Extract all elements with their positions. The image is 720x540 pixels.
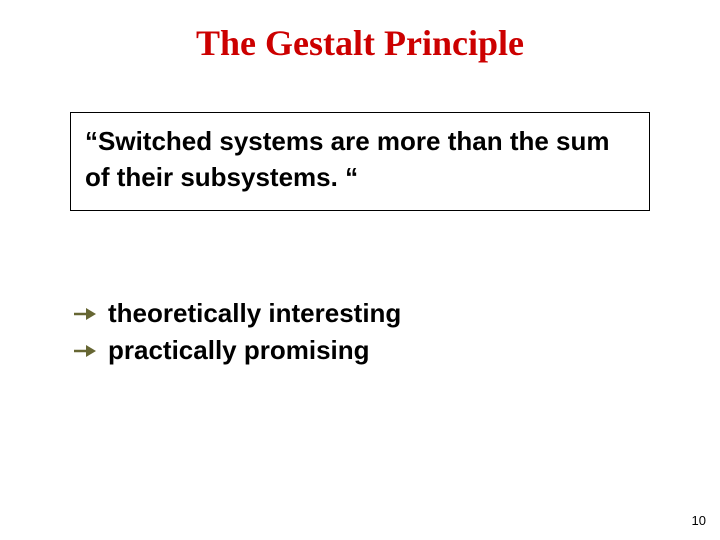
bullet-label: theoretically interesting <box>108 298 401 329</box>
slide-title: The Gestalt Principle <box>0 22 720 64</box>
arrow-icon <box>72 341 98 361</box>
bullet-label: practically promising <box>108 335 370 366</box>
list-item: practically promising <box>72 335 401 366</box>
bullet-list: theoretically interesting practically pr… <box>72 298 401 372</box>
quote-box: “Switched systems are more than the sum … <box>70 112 650 211</box>
quote-text: “Switched systems are more than the sum … <box>85 126 610 192</box>
arrow-icon <box>72 304 98 324</box>
list-item: theoretically interesting <box>72 298 401 329</box>
page-number: 10 <box>692 513 706 528</box>
